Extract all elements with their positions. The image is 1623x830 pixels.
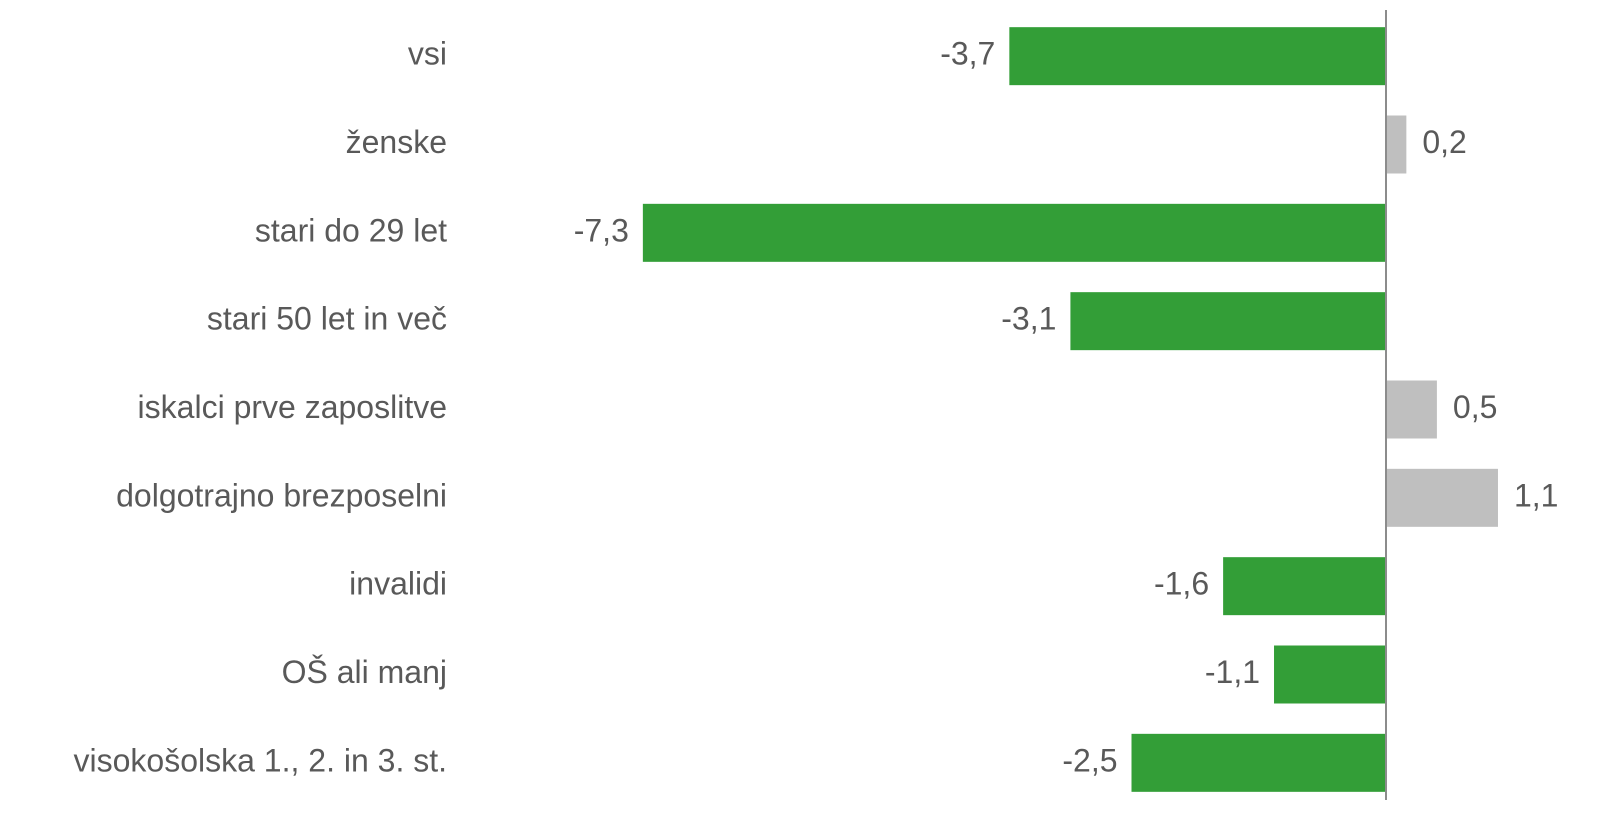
value-label: -3,1 bbox=[1001, 301, 1056, 337]
category-label: invalidi bbox=[349, 566, 447, 602]
category-label: stari 50 let in več bbox=[207, 301, 447, 337]
category-label: iskalci prve zaposlitve bbox=[138, 389, 447, 425]
value-label: -1,1 bbox=[1205, 654, 1260, 690]
category-label: visokošolska 1., 2. in 3. st. bbox=[74, 742, 448, 778]
bar bbox=[1386, 115, 1407, 174]
bar bbox=[642, 203, 1386, 262]
category-label: stari do 29 let bbox=[255, 212, 447, 248]
category-label: vsi bbox=[408, 36, 447, 72]
bar bbox=[1131, 733, 1386, 792]
category-label: ženske bbox=[346, 124, 447, 160]
value-label: 0,2 bbox=[1422, 124, 1466, 160]
value-label: 1,1 bbox=[1514, 477, 1558, 513]
bar bbox=[1386, 468, 1498, 527]
bar bbox=[1274, 645, 1386, 704]
value-label: -1,6 bbox=[1154, 566, 1209, 602]
category-label: OŠ ali manj bbox=[282, 654, 447, 690]
bar bbox=[1070, 292, 1386, 351]
bar bbox=[1223, 557, 1386, 616]
value-label: -7,3 bbox=[574, 212, 629, 248]
bar bbox=[1009, 27, 1386, 86]
value-label: -2,5 bbox=[1062, 742, 1117, 778]
category-label: dolgotrajno brezposelni bbox=[116, 477, 447, 513]
value-label: -3,7 bbox=[940, 36, 995, 72]
value-label: 0,5 bbox=[1453, 389, 1497, 425]
bar bbox=[1386, 380, 1437, 439]
